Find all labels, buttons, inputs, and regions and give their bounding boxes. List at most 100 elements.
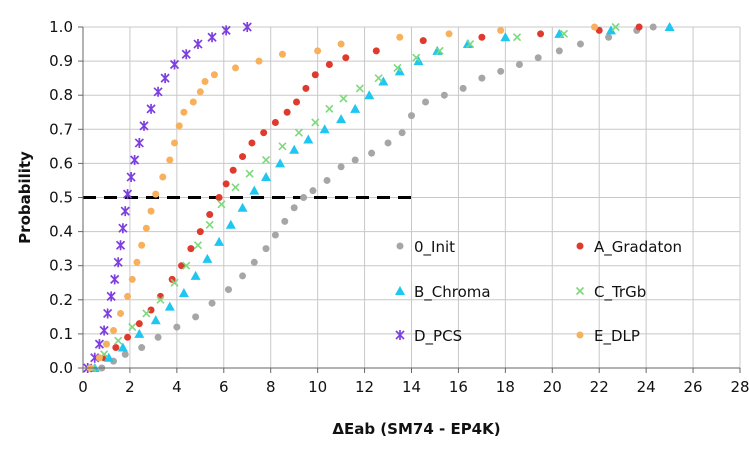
data-point [171, 139, 179, 147]
data-point [133, 258, 141, 266]
data-point [242, 22, 252, 32]
data-marks [83, 22, 675, 373]
legend-item: B_Chroma [395, 283, 491, 302]
data-point [229, 166, 237, 174]
legend-marker [395, 330, 405, 340]
data-point [445, 30, 453, 38]
series-A_Gradaton [86, 23, 643, 372]
data-point [178, 262, 186, 270]
data-point [466, 39, 475, 49]
data-point [239, 153, 247, 161]
data-point [559, 29, 569, 38]
data-point [351, 156, 359, 164]
data-point [110, 274, 120, 285]
data-point [350, 103, 361, 113]
data-point [364, 90, 375, 100]
data-point [271, 231, 279, 239]
data-point [117, 309, 125, 317]
data-point [222, 180, 230, 188]
data-point [126, 172, 136, 183]
data-point [153, 86, 163, 97]
legend-marker [576, 331, 584, 339]
data-point [154, 333, 162, 341]
y-tick-label: 0.9 [49, 52, 73, 70]
x-tick-label: 22 [590, 378, 609, 396]
y-tick-label: 0.3 [49, 257, 73, 275]
data-point [290, 204, 298, 212]
data-point [293, 98, 301, 106]
data-point [103, 352, 114, 362]
data-point [248, 139, 256, 147]
data-point [173, 323, 181, 331]
data-point [117, 342, 128, 352]
y-axis-title: Probability [16, 151, 34, 244]
data-point [372, 47, 380, 55]
data-point [202, 253, 213, 263]
data-point [605, 33, 613, 41]
data-point [196, 228, 204, 236]
data-point [302, 84, 310, 92]
data-point [122, 189, 133, 200]
data-point [150, 315, 161, 325]
data-point [180, 108, 188, 116]
legend-item: 0_Init [396, 238, 455, 257]
data-point [342, 54, 350, 62]
data-point [635, 23, 643, 31]
data-point [419, 37, 427, 45]
data-point [142, 224, 150, 232]
data-point [576, 40, 584, 48]
data-point [396, 33, 404, 41]
data-point [260, 129, 268, 137]
data-point [249, 185, 260, 195]
data-point [278, 50, 286, 58]
data-point [113, 257, 123, 268]
data-point [159, 173, 167, 181]
data-point [225, 219, 236, 229]
data-point [160, 73, 170, 84]
x-tick-label: 26 [684, 378, 703, 396]
data-point [187, 245, 195, 253]
data-point [110, 326, 118, 334]
data-point [147, 207, 155, 215]
data-point [182, 261, 191, 270]
data-point [221, 25, 231, 36]
data-point [294, 128, 303, 137]
data-point [206, 211, 214, 219]
legend-item: C_TrGb [575, 283, 646, 302]
data-point [169, 59, 180, 70]
data-point [393, 63, 402, 72]
data-point [94, 339, 105, 350]
data-point [196, 88, 204, 96]
legend-item: E_DLP [576, 327, 640, 346]
data-point [208, 299, 216, 307]
data-point [591, 23, 599, 31]
data-point [462, 39, 473, 49]
data-point [649, 23, 657, 31]
x-tick-label: 28 [730, 378, 749, 396]
data-point [605, 25, 616, 35]
data-point [215, 194, 223, 201]
data-point [175, 122, 183, 130]
data-point [255, 57, 263, 65]
x-tick-label: 18 [496, 378, 515, 396]
data-point [193, 39, 203, 50]
data-point [355, 84, 364, 93]
data-point [193, 241, 203, 250]
data-point [99, 325, 109, 336]
data-point [156, 295, 165, 304]
legend-marker [396, 242, 404, 250]
data-point [147, 306, 155, 314]
data-point [611, 22, 620, 32]
data-point [124, 292, 132, 300]
y-tick-label: 0.6 [49, 154, 73, 172]
data-point [95, 354, 103, 362]
data-point [121, 350, 129, 358]
data-point [139, 120, 149, 131]
data-point [513, 33, 522, 42]
data-point [515, 61, 523, 69]
data-point [181, 49, 191, 60]
y-tick-label: 0.1 [49, 325, 73, 343]
data-point [135, 320, 143, 328]
legend-marker [576, 242, 584, 250]
